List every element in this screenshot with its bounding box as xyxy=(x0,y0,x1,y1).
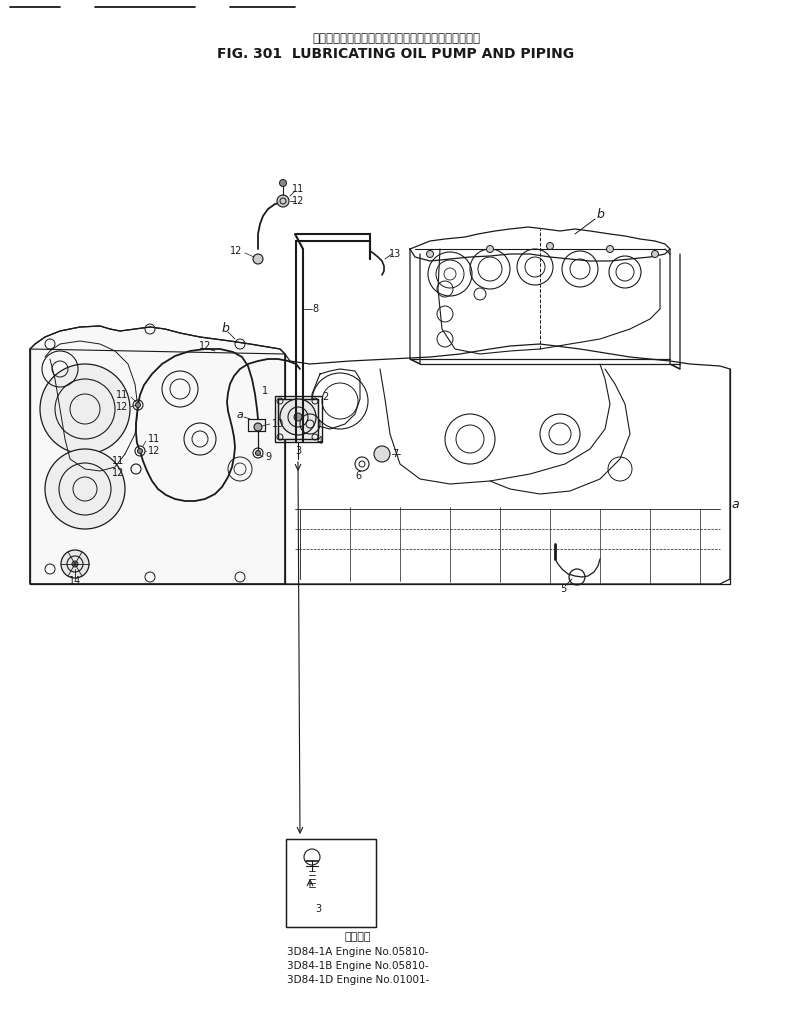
Polygon shape xyxy=(248,419,265,431)
Text: 12: 12 xyxy=(230,246,242,256)
Circle shape xyxy=(294,413,302,421)
Circle shape xyxy=(61,550,89,578)
Text: 12: 12 xyxy=(148,446,160,456)
Text: 11: 11 xyxy=(292,184,305,194)
Text: 3: 3 xyxy=(315,904,321,914)
Text: 1: 1 xyxy=(262,386,268,396)
Text: 適用号機: 適用号機 xyxy=(345,932,371,942)
Text: 12: 12 xyxy=(199,341,211,351)
Circle shape xyxy=(255,450,260,455)
Circle shape xyxy=(652,250,658,257)
Text: b: b xyxy=(221,323,229,336)
Text: 11: 11 xyxy=(148,434,160,444)
Circle shape xyxy=(607,245,614,252)
Circle shape xyxy=(486,245,493,252)
Polygon shape xyxy=(30,326,285,584)
Circle shape xyxy=(254,423,262,431)
Circle shape xyxy=(427,250,434,257)
Circle shape xyxy=(374,446,390,462)
Text: 14: 14 xyxy=(69,576,81,586)
Text: 12: 12 xyxy=(116,402,128,412)
Text: 12: 12 xyxy=(112,468,124,478)
Text: 3D84-1B Engine No.05810-: 3D84-1B Engine No.05810- xyxy=(287,961,429,971)
Text: 5: 5 xyxy=(560,584,566,594)
Circle shape xyxy=(279,180,286,187)
Circle shape xyxy=(546,242,554,249)
Circle shape xyxy=(72,561,78,567)
Circle shape xyxy=(277,195,289,207)
Text: 3: 3 xyxy=(295,446,301,456)
Text: a: a xyxy=(236,410,243,420)
Circle shape xyxy=(253,254,263,264)
Text: 13: 13 xyxy=(389,249,401,259)
Circle shape xyxy=(45,449,125,529)
Bar xyxy=(286,839,376,927)
Bar xyxy=(286,839,376,927)
Text: b: b xyxy=(596,208,604,221)
Text: 10: 10 xyxy=(272,419,284,429)
Text: 8: 8 xyxy=(312,304,318,314)
Text: ルーブリケーティングオイルポンプおよびパイピング: ルーブリケーティングオイルポンプおよびパイピング xyxy=(312,32,480,45)
Circle shape xyxy=(280,399,316,435)
Circle shape xyxy=(136,403,140,408)
Text: 4: 4 xyxy=(317,436,323,446)
Polygon shape xyxy=(278,399,318,439)
Text: 7: 7 xyxy=(392,449,398,459)
Text: a: a xyxy=(731,497,739,511)
Circle shape xyxy=(40,364,130,454)
Circle shape xyxy=(137,448,143,453)
Text: 11: 11 xyxy=(112,456,124,466)
Text: 2: 2 xyxy=(322,393,328,402)
Text: FIG. 301  LUBRICATING OIL PUMP AND PIPING: FIG. 301 LUBRICATING OIL PUMP AND PIPING xyxy=(217,47,575,61)
Text: 11: 11 xyxy=(116,390,128,400)
Text: 6: 6 xyxy=(355,471,361,481)
Text: 3D84-1D Engine No.01001-: 3D84-1D Engine No.01001- xyxy=(287,975,429,985)
Text: 9: 9 xyxy=(265,452,271,462)
Text: 12: 12 xyxy=(292,196,305,206)
Text: 3D84-1A Engine No.05810-: 3D84-1A Engine No.05810- xyxy=(287,947,429,957)
